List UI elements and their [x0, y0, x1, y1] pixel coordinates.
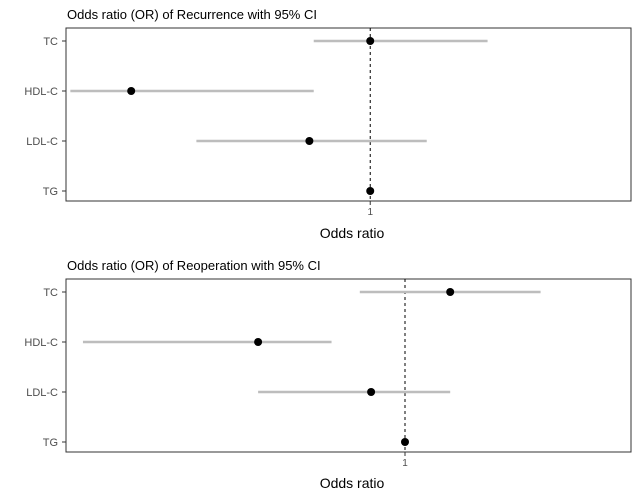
recurrence-category-label-tc: TC [43, 36, 58, 48]
reoperation-panel: Odds ratio (OR) of Reoperation with 95% … [24, 258, 632, 491]
recurrence-x-axis-title: Odds ratio [320, 225, 385, 241]
reoperation-x-axis-title: Odds ratio [320, 475, 385, 491]
reoperation-panel-title: Odds ratio (OR) of Reoperation with 95% … [67, 258, 321, 273]
reoperation-category-label-tg: TG [43, 437, 58, 449]
reoperation-or-point-hdl-c [254, 338, 263, 346]
reoperation-category-label-tc: TC [43, 287, 58, 299]
reoperation-x-tick-label: 1 [402, 458, 408, 469]
recurrence-x-tick-label: 1 [367, 207, 373, 218]
recurrence-category-label-hdl-c: HDL-C [24, 86, 58, 98]
recurrence-marks: 1 TC HDL-C LDL-C TG [24, 28, 488, 218]
reoperation-or-point-tc [446, 288, 455, 296]
recurrence-or-point-hdl-c [127, 87, 136, 95]
recurrence-category-label-tg: TG [43, 186, 58, 198]
recurrence-category-label-ldl-c: LDL-C [26, 136, 58, 148]
reoperation-or-point-tg [401, 438, 409, 446]
reoperation-category-label-hdl-c: HDL-C [24, 337, 58, 349]
reoperation-plot-frame [65, 278, 632, 453]
recurrence-plot-frame [65, 27, 632, 202]
recurrence-panel: Odds ratio (OR) of Recurrence with 95% C… [24, 7, 632, 241]
recurrence-or-point-ldl-c [305, 137, 314, 145]
reoperation-marks: 1 TC HDL-C LDL-C TG [24, 279, 541, 469]
recurrence-panel-title: Odds ratio (OR) of Recurrence with 95% C… [67, 7, 317, 22]
reoperation-category-label-ldl-c: LDL-C [26, 387, 58, 399]
recurrence-or-point-tg [366, 187, 375, 195]
reoperation-or-point-ldl-c [367, 388, 376, 396]
recurrence-or-point-tc [366, 37, 375, 45]
